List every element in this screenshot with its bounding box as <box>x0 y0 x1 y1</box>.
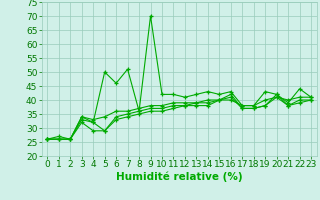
X-axis label: Humidité relative (%): Humidité relative (%) <box>116 172 243 182</box>
